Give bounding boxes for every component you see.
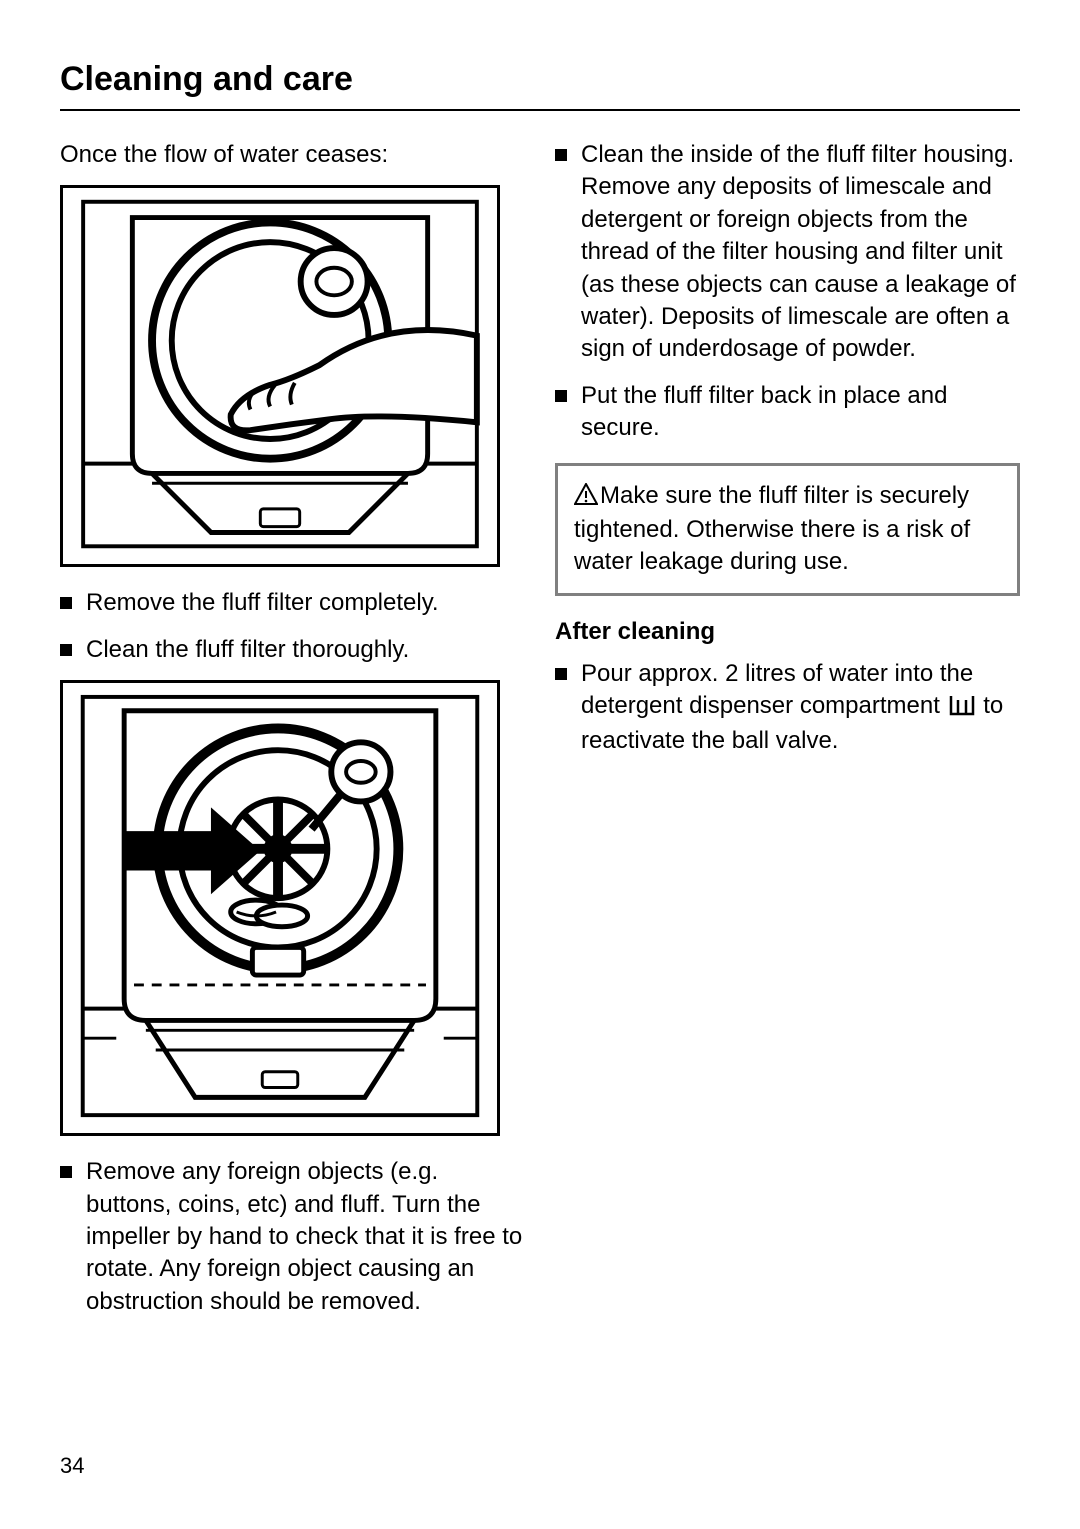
dispenser-icon: [949, 693, 975, 725]
bullet-text: Clean the inside of the fluff filter hou…: [581, 139, 1020, 366]
caution-icon: [574, 482, 598, 514]
bullet-icon: [60, 644, 72, 656]
bullet-text: Clean the fluff filter thoroughly.: [86, 634, 525, 666]
warning-text: Make sure the fluff filter is securely t…: [574, 480, 1001, 579]
intro-text: Once the flow of water ceases:: [60, 139, 525, 171]
bullet-item: Remove any foreign objects (e.g. buttons…: [60, 1156, 525, 1318]
bullet-icon: [555, 390, 567, 402]
warning-message: Make sure the fluff filter is securely t…: [574, 482, 970, 576]
warning-box: Make sure the fluff filter is securely t…: [555, 463, 1020, 596]
figure-remove-filter: [60, 185, 500, 567]
bullet-item: Pour approx. 2 litres of water into the …: [555, 658, 1020, 758]
bullet-text: Put the fluff filter back in place and s…: [581, 380, 1020, 445]
illustration-impeller-access: [63, 683, 497, 1133]
right-column: Clean the inside of the fluff filter hou…: [555, 139, 1020, 1332]
bullet-item: Put the fluff filter back in place and s…: [555, 380, 1020, 445]
page-title: Cleaning and care: [60, 60, 1020, 99]
content-columns: Once the flow of water ceases:: [60, 139, 1020, 1332]
bullet-text: Remove any foreign objects (e.g. buttons…: [86, 1156, 525, 1318]
illustration-hand-removing-filter: [63, 188, 497, 564]
bullet-item: Clean the fluff filter thoroughly.: [60, 634, 525, 666]
bullet-icon: [555, 149, 567, 161]
bullet-item: Clean the inside of the fluff filter hou…: [555, 139, 1020, 366]
after-cleaning-heading: After cleaning: [555, 618, 1020, 646]
figure-impeller: [60, 680, 500, 1136]
bullet-icon: [60, 597, 72, 609]
bullet-text: Remove the fluff filter completely.: [86, 587, 525, 619]
left-column: Once the flow of water ceases:: [60, 139, 525, 1332]
page-number: 34: [60, 1453, 84, 1479]
bullet-icon: [60, 1166, 72, 1178]
after-cleaning-text-1: Pour approx. 2 litres of water into the …: [581, 660, 973, 719]
bullet-text: Pour approx. 2 litres of water into the …: [581, 658, 1020, 758]
bullet-item: Remove the fluff filter completely.: [60, 587, 525, 619]
title-rule: [60, 109, 1020, 111]
bullet-icon: [555, 668, 567, 680]
